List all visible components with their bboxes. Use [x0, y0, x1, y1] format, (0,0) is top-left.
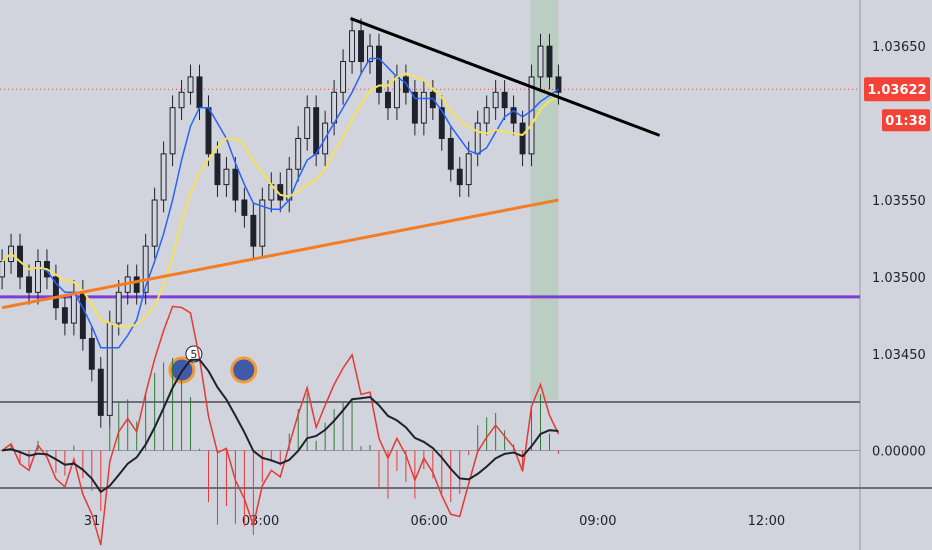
y-tick-label: 1.03550 [872, 194, 926, 209]
candle-body [546, 45, 553, 78]
candle-body [169, 107, 176, 155]
candle-body [429, 91, 436, 109]
countdown-tag [882, 109, 930, 132]
candle-body [358, 30, 365, 63]
candle-body [250, 214, 257, 247]
candle-body [313, 107, 320, 155]
candle-body [151, 199, 158, 247]
candle-body [474, 122, 481, 155]
y-tick-label: 1.03500 [872, 271, 926, 286]
candle-body [411, 91, 418, 124]
x-tick-label: 12:00 [748, 514, 785, 529]
candle-body [61, 307, 68, 324]
macd-signal-line [1, 358, 559, 494]
x-tick-label: 03:00 [242, 514, 279, 529]
candle-body [537, 45, 544, 78]
candle-body [232, 168, 239, 201]
candle-body [178, 91, 185, 109]
candle-body [35, 261, 41, 293]
candle-body [402, 76, 409, 93]
ma-mid-line [1, 72, 559, 328]
candle-body [349, 30, 356, 63]
candle-body [0, 261, 6, 278]
current-price-label: 1.03622 [867, 83, 926, 98]
ma-slow-line [1, 198, 559, 310]
x-tick-label: 06:00 [410, 514, 447, 529]
macd-zero-label: 0.00000 [872, 445, 926, 460]
candle-body [88, 337, 95, 370]
candle-body [456, 168, 463, 186]
candle-body [295, 137, 302, 170]
y-tick-label: 1.03450 [872, 348, 926, 363]
candle-body [106, 322, 113, 416]
candle-body [519, 122, 526, 155]
ma-fast-line [1, 57, 559, 349]
x-tick-label: 09:00 [579, 514, 616, 529]
candle-body [393, 76, 400, 109]
event-flag-icon[interactable] [230, 356, 258, 384]
candle-body [133, 276, 140, 293]
candle-body [259, 199, 266, 247]
candle-body [420, 91, 427, 124]
candle-body [160, 153, 167, 201]
candle-body [241, 199, 248, 216]
candle-body [97, 368, 104, 416]
candle-body [205, 107, 212, 155]
candle-body [331, 91, 338, 124]
candle-body [79, 291, 86, 339]
macd-line [1, 305, 560, 546]
event-count-label: 5 [190, 348, 197, 361]
candle-body [501, 91, 508, 109]
trend-line[interactable] [349, 17, 661, 137]
candle-body [52, 276, 59, 309]
current-price-tag [864, 77, 930, 102]
candle-body [223, 168, 230, 186]
candle-body [340, 61, 347, 93]
candle-body [196, 76, 203, 109]
y-tick-label: 1.03650 [872, 40, 926, 55]
candle-body [465, 153, 472, 186]
candle-body [115, 291, 122, 324]
candle-body [555, 76, 562, 93]
countdown-label: 01:38 [885, 114, 926, 129]
candle-body [70, 291, 77, 324]
candle-body [187, 76, 194, 93]
candle-body [214, 153, 221, 186]
x-tick-label: 31 [84, 514, 101, 529]
candle-body [26, 276, 32, 293]
candle-body [528, 76, 535, 155]
candle-body [304, 107, 311, 139]
candle-body [376, 45, 382, 93]
candle-body [483, 107, 490, 124]
candle-body [384, 91, 391, 109]
candle-body [438, 107, 445, 139]
candle-body [510, 107, 517, 124]
candle-body [492, 91, 499, 109]
candle-body [447, 137, 454, 170]
candle-body [142, 245, 149, 293]
candle-body [367, 45, 373, 63]
